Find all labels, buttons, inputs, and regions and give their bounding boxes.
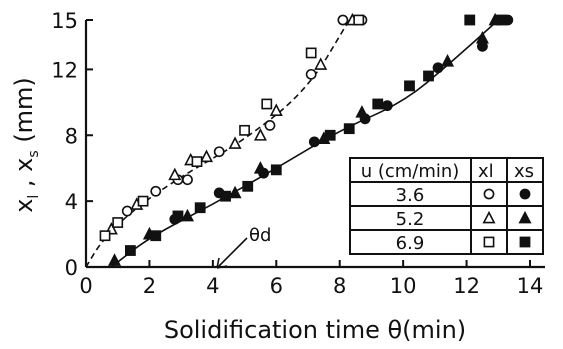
legend-cell-xs [506, 205, 544, 231]
x-tick-label: 14 [517, 274, 544, 298]
x-tick-label: 4 [206, 274, 219, 298]
data-point [404, 80, 415, 92]
axis-ticks [85, 19, 531, 268]
data-point [180, 208, 195, 222]
y-axis-title-sub2: s [26, 150, 42, 157]
data-point [353, 14, 365, 26]
data-point [228, 185, 242, 199]
y-axis-title-unit: (mm) [10, 77, 38, 150]
data-point [305, 68, 317, 80]
data-point [441, 54, 455, 67]
data-point [220, 190, 231, 202]
x-tick-label: 0 [79, 274, 92, 298]
x-axis-title: Solidification time θ(min) [164, 316, 466, 344]
x-tick-label: 2 [143, 274, 156, 298]
legend-xl-marker [483, 236, 495, 248]
fit-lines [85, 19, 499, 268]
legend-xs-marker [519, 236, 531, 248]
data-point [253, 128, 267, 141]
data-point [308, 136, 320, 148]
legend-u-value: 6.9 [396, 233, 425, 254]
theta-d-annotation: θd [216, 225, 271, 269]
data-point [269, 103, 283, 116]
data-point [314, 57, 328, 70]
data-point [372, 98, 384, 110]
y-axis-title-text: xl , xs (mm) [10, 77, 42, 213]
data-point [475, 30, 489, 44]
data-point [228, 136, 242, 149]
data-point [150, 185, 162, 197]
data-point [199, 149, 214, 163]
legend-cell-u [349, 229, 472, 255]
data-point [432, 62, 444, 74]
y-tick-label: 0 [65, 256, 78, 280]
y-axis-title-sub1: l [26, 195, 42, 199]
data-point [182, 174, 193, 186]
legend-cell-u [349, 181, 472, 207]
legend-table: u (cm/min) xl xs 3.6 5.2 6.9 [349, 157, 544, 255]
y-axis-title: xl , xs (mm) [10, 77, 42, 213]
annotation-arrowhead-b [216, 265, 228, 269]
annotation-label: θd [249, 225, 271, 246]
data-point [343, 123, 355, 135]
data-point [112, 217, 124, 228]
legend-xs-marker [519, 188, 531, 200]
data-point [324, 129, 336, 141]
data-point [137, 195, 149, 207]
annotation-arrowhead-a [216, 257, 220, 269]
data-point [150, 230, 162, 242]
data-point [381, 100, 393, 112]
y-axis-title-main: x [10, 199, 38, 213]
fit-line-solid [110, 19, 499, 268]
data-point [496, 14, 507, 26]
data-point [261, 98, 273, 110]
legend-xl-marker [482, 210, 496, 224]
x-tick-label: 6 [270, 274, 283, 298]
legend-xl-marker [483, 188, 495, 200]
data-point [270, 164, 282, 176]
data-point [337, 14, 349, 26]
data-point [172, 210, 184, 222]
data-markers [99, 12, 514, 266]
data-point [355, 105, 369, 118]
x-tick-label: 8 [333, 274, 346, 298]
legend-rows: 3.6 5.2 6.9 [349, 181, 544, 255]
y-tick-label: 15 [51, 9, 78, 33]
data-point [423, 70, 434, 82]
fit-line-dashed [85, 19, 350, 268]
data-point [253, 161, 267, 174]
data-point [242, 180, 254, 192]
y-axis-title-mid: , x [10, 158, 38, 195]
data-point [108, 253, 122, 266]
x-tick-label: 10 [390, 274, 417, 298]
data-point [264, 119, 276, 131]
y-tick-label: 8 [65, 124, 78, 148]
legend-header-xl: xl [478, 161, 494, 182]
data-point [213, 146, 225, 158]
x-tick-label: 12 [453, 274, 480, 298]
legend-u-value: 3.6 [396, 185, 425, 206]
y-tick-label: 12 [51, 58, 78, 82]
legend-xs-marker [518, 210, 532, 224]
tick-labels: 0 2 4 6 8 10 12 14 0 4 8 12 15 [51, 9, 543, 298]
legend-header-xs: xs [514, 161, 534, 182]
data-point [194, 202, 206, 214]
data-point [305, 47, 317, 59]
data-point [168, 167, 182, 181]
legend-cell-u [349, 205, 472, 231]
y-tick-label: 4 [65, 190, 78, 214]
legend-header-u: u (cm/min) [361, 161, 460, 182]
data-point [239, 124, 250, 136]
data-point [121, 205, 133, 217]
annotation-leader [216, 237, 248, 269]
data-point [125, 245, 136, 256]
plot-area: 0 2 4 6 8 10 12 14 0 4 8 12 15 [51, 9, 545, 298]
data-point [191, 156, 203, 168]
legend-u-value: 5.2 [396, 209, 425, 230]
data-point [99, 230, 111, 242]
data-point [464, 14, 476, 26]
